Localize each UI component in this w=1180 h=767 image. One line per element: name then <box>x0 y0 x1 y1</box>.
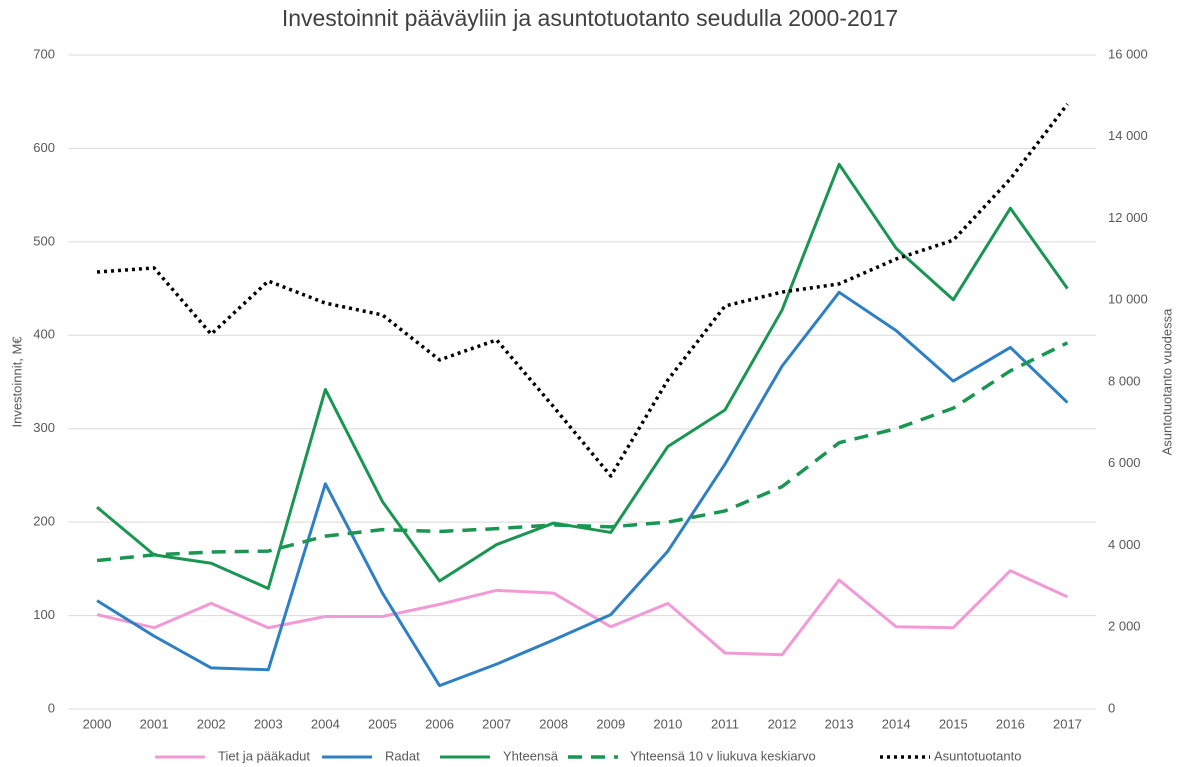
x-tick-label: 2006 <box>425 716 454 731</box>
x-tick-label: 2014 <box>882 716 911 731</box>
x-tick-label: 2013 <box>825 716 854 731</box>
x-tick-label: 2017 <box>1053 716 1082 731</box>
y-tick-label: 0 <box>48 700 55 715</box>
x-tick-label: 2002 <box>197 716 226 731</box>
chart-title: Investoinnit pääväyliin ja asuntotuotant… <box>282 5 898 31</box>
y-tick-label: 200 <box>33 514 55 529</box>
series-line <box>96 341 1069 563</box>
series-line <box>96 569 1069 657</box>
x-tick-label: 2012 <box>768 716 797 731</box>
y2-tick-label: 2 000 <box>1108 619 1141 634</box>
y-axis-title: Investoinnit, M€ <box>9 336 24 428</box>
x-tick-label: 2008 <box>539 716 568 731</box>
legend-label: Yhteensä <box>503 748 559 763</box>
x-tick-label: 2004 <box>311 716 340 731</box>
x-tick-label: 2015 <box>939 716 968 731</box>
x-tick-label: 2000 <box>83 716 112 731</box>
x-tick-label: 2009 <box>596 716 625 731</box>
x-tick-label: 2005 <box>368 716 397 731</box>
x-tick-label: 2001 <box>140 716 169 731</box>
y2-tick-label: 0 <box>1108 700 1115 715</box>
y2-tick-label: 4 000 <box>1108 537 1141 552</box>
y-tick-label: 400 <box>33 327 55 342</box>
legend-label: Tiet ja pääkadut <box>218 748 310 763</box>
x-tick-label: 2003 <box>254 716 283 731</box>
legend-label: Yhteensä 10 v liukuva keskiarvo <box>630 748 816 763</box>
y2-tick-label: 12 000 <box>1108 210 1148 225</box>
y-tick-label: 600 <box>33 140 55 155</box>
legend-label: Asuntotuotanto <box>934 748 1021 763</box>
x-tick-label: 2007 <box>482 716 511 731</box>
x-tick-label: 2016 <box>996 716 1025 731</box>
y-tick-label: 300 <box>33 420 55 435</box>
x-tick-label: 2011 <box>711 716 739 731</box>
series-line <box>96 290 1069 688</box>
x-tick-label: 2010 <box>653 716 682 731</box>
legend-label: Radat <box>385 748 420 763</box>
y2-tick-label: 6 000 <box>1108 455 1141 470</box>
y2-tick-label: 16 000 <box>1108 46 1148 61</box>
y-tick-label: 500 <box>33 233 55 248</box>
y2-axis-title: Asuntotuotanto vuodessa <box>1159 308 1174 455</box>
y-tick-label: 100 <box>33 607 55 622</box>
y-tick-label: 700 <box>33 46 55 61</box>
y2-tick-label: 14 000 <box>1108 128 1148 143</box>
y2-tick-label: 8 000 <box>1108 373 1141 388</box>
y2-tick-label: 10 000 <box>1108 292 1148 307</box>
series-line <box>96 162 1069 590</box>
